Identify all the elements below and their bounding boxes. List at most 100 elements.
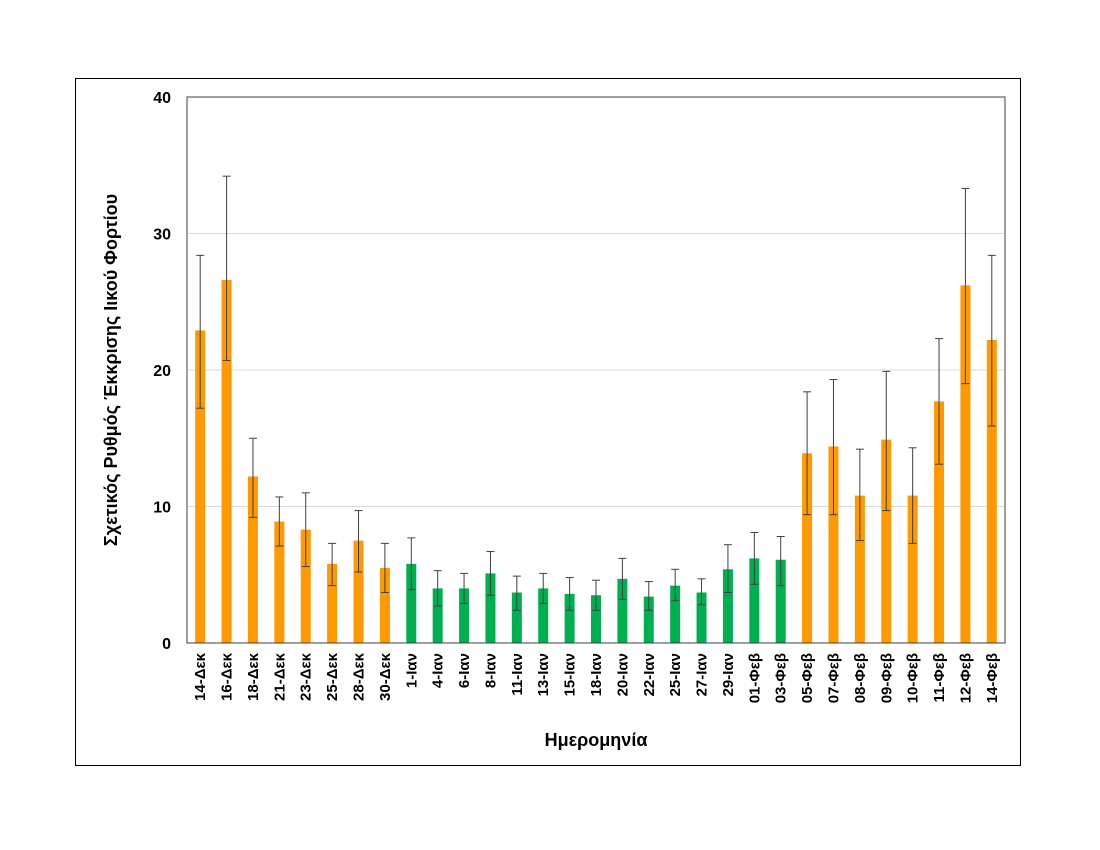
bar-4-Ιαν [432,588,443,643]
error-bar [644,581,653,611]
y-tick-label: 30 [153,227,171,244]
y-tick-label: 0 [162,636,171,653]
y-tick-label: 40 [153,90,171,107]
bar-13-Ιαν [538,588,549,643]
bar-05-Φεβ [802,453,813,643]
error-bar [539,572,548,604]
error-bar [961,187,970,385]
x-tick-label: 4-Ιαν [430,653,447,688]
error-bar [248,437,257,518]
bar-16-Δεκ [221,279,232,643]
bar-29-Ιαν [722,569,733,643]
bar-03-Φεβ [775,559,786,643]
x-tick-label: 25-Ιαν [667,653,684,696]
error-bar [222,175,231,361]
bar-23-Δεκ [300,529,311,643]
bar-10-Φεβ [907,495,918,643]
bar-30-Δεκ [379,567,390,643]
error-bar [697,578,706,606]
x-tick-label: 6-Ιαν [456,653,473,688]
x-tick-label: 23-Δεκ [298,652,315,701]
x-tick-label: 11-Ιαν [509,653,526,696]
error-bar [512,575,521,611]
x-tick-label: 16-Δεκ [219,652,236,701]
bar-25-Ιαν [670,585,681,643]
error-bar [565,576,574,611]
error-bar [776,536,785,587]
chart-frame [75,78,1021,766]
error-bar [196,254,205,409]
error-bar [407,537,416,591]
error-bar [460,572,469,604]
bar-22-Ιαν [643,596,654,643]
bar-11-Φεβ [934,401,945,643]
x-tick-label: 8-Ιαν [482,653,499,688]
x-tick-label: 14-Δεκ [192,652,209,701]
x-tick-label: 1-Ιαν [403,653,420,688]
x-tick-label: 18-Δεκ [245,652,262,701]
bar-12-Φεβ [960,285,971,643]
x-tick-label: 11-Φεβ [931,653,948,702]
x-tick-label: 03-Φεβ [773,653,790,703]
plot-area [186,96,1006,644]
x-tick-label: 10-Φεβ [905,653,922,703]
error-bar [882,370,891,512]
x-tick-label: 27-Ιαν [694,653,711,696]
error-bar [618,557,627,600]
bar-09-Φεβ [881,439,892,643]
bar-15-Ιαν [564,593,575,643]
error-bar [354,510,363,573]
bar-08-Φεβ [854,495,865,643]
error-bar [750,531,759,585]
bar-01-Φεβ [749,558,760,643]
x-tick-label: 25-Δεκ [324,652,341,701]
x-tick-label: 29-Ιαν [720,653,737,696]
x-tick-label: 12-Φεβ [957,653,974,703]
bar-14-Φεβ [986,339,997,643]
x-tick-label: 14-Φεβ [984,653,1001,703]
y-tick-label: 10 [153,500,171,517]
error-bar [829,379,838,516]
bar-28-Δεκ [353,540,364,643]
x-tick-label: 20-Ιαν [614,653,631,696]
error-bar [380,542,389,593]
bar-20-Ιαν [617,578,628,643]
error-bar [433,570,442,607]
error-bar [803,391,812,516]
x-tick-label: 22-Ιαν [641,653,658,696]
error-bar [328,542,337,587]
error-bar [987,254,996,427]
x-tick-label: 07-Φεβ [825,653,842,703]
bar-6-Ιαν [459,588,470,643]
x-tick-label: 08-Φεβ [852,653,869,703]
error-bar [855,448,864,542]
x-tick-label: 21-Δεκ [271,652,288,701]
x-tick-label: 15-Ιαν [562,653,579,696]
bar-25-Δεκ [327,563,338,643]
bar-14-Δεκ [195,330,206,643]
x-tick-label: 13-Ιαν [535,653,552,696]
bar-8-Ιαν [485,573,496,643]
bar-18-Δεκ [247,476,258,643]
bar-21-Δεκ [274,521,285,643]
x-tick-label: 18-Ιαν [588,653,605,696]
bar-27-Ιαν [696,592,707,643]
error-bar [486,551,495,596]
error-bar [275,496,284,547]
x-axis-label: Ημερομηνία [545,730,648,750]
bar-11-Ιαν [511,592,522,643]
x-tick-label: 09-Φεβ [878,653,895,703]
x-tick-label: 30-Δεκ [377,652,394,701]
error-bar [592,579,600,611]
bar-1-Ιαν [406,563,417,643]
y-axis-label: Σχετικός Ρυθμός Έκκρισης Ιικού Φορτίου [101,194,121,546]
error-bar [723,544,732,593]
error-bar [671,568,680,602]
error-bar [908,447,917,544]
x-tick-label: 01-Φεβ [746,653,763,703]
error-bar [935,338,944,465]
bar-07-Φεβ [828,446,839,643]
bar-18-Ιαν [591,595,601,643]
error-bar [301,492,310,568]
